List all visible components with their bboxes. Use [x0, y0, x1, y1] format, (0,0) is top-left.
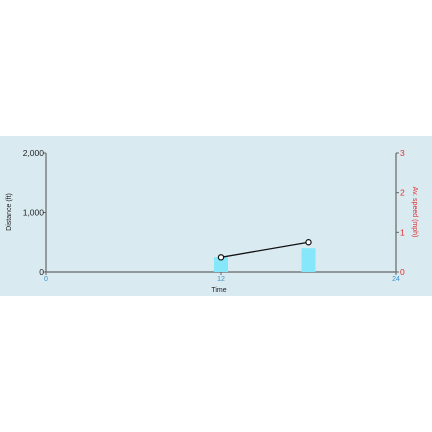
bar — [302, 248, 316, 272]
speed-point — [218, 255, 223, 260]
x-tick-label: 12 — [217, 276, 225, 283]
bars-layer — [214, 248, 316, 272]
y-left-axis-title: Distance (ft) — [6, 193, 13, 231]
speed-point — [306, 240, 311, 245]
y-left-tick-label: 1,000 — [23, 208, 45, 218]
y-right-tick-label: 2 — [400, 188, 405, 198]
x-tick-label: 0 — [44, 276, 48, 283]
x-tick-label: 24 — [392, 276, 400, 283]
y-right-axis-title: Av. speed (mph) — [411, 187, 418, 238]
y-right-tick-label: 0 — [400, 267, 405, 277]
y-left-tick-label: 2,000 — [23, 148, 45, 158]
line-layer — [218, 240, 311, 260]
speed-line — [221, 242, 309, 257]
y-right-tick-label: 3 — [400, 148, 405, 158]
x-axis-title: Time — [211, 287, 226, 294]
y-right-tick-label: 1 — [400, 227, 405, 237]
chart-panel: 0 1,000 2,000 0 1 2 3 0 12 24 Time Distance (ft) … — [0, 136, 432, 296]
